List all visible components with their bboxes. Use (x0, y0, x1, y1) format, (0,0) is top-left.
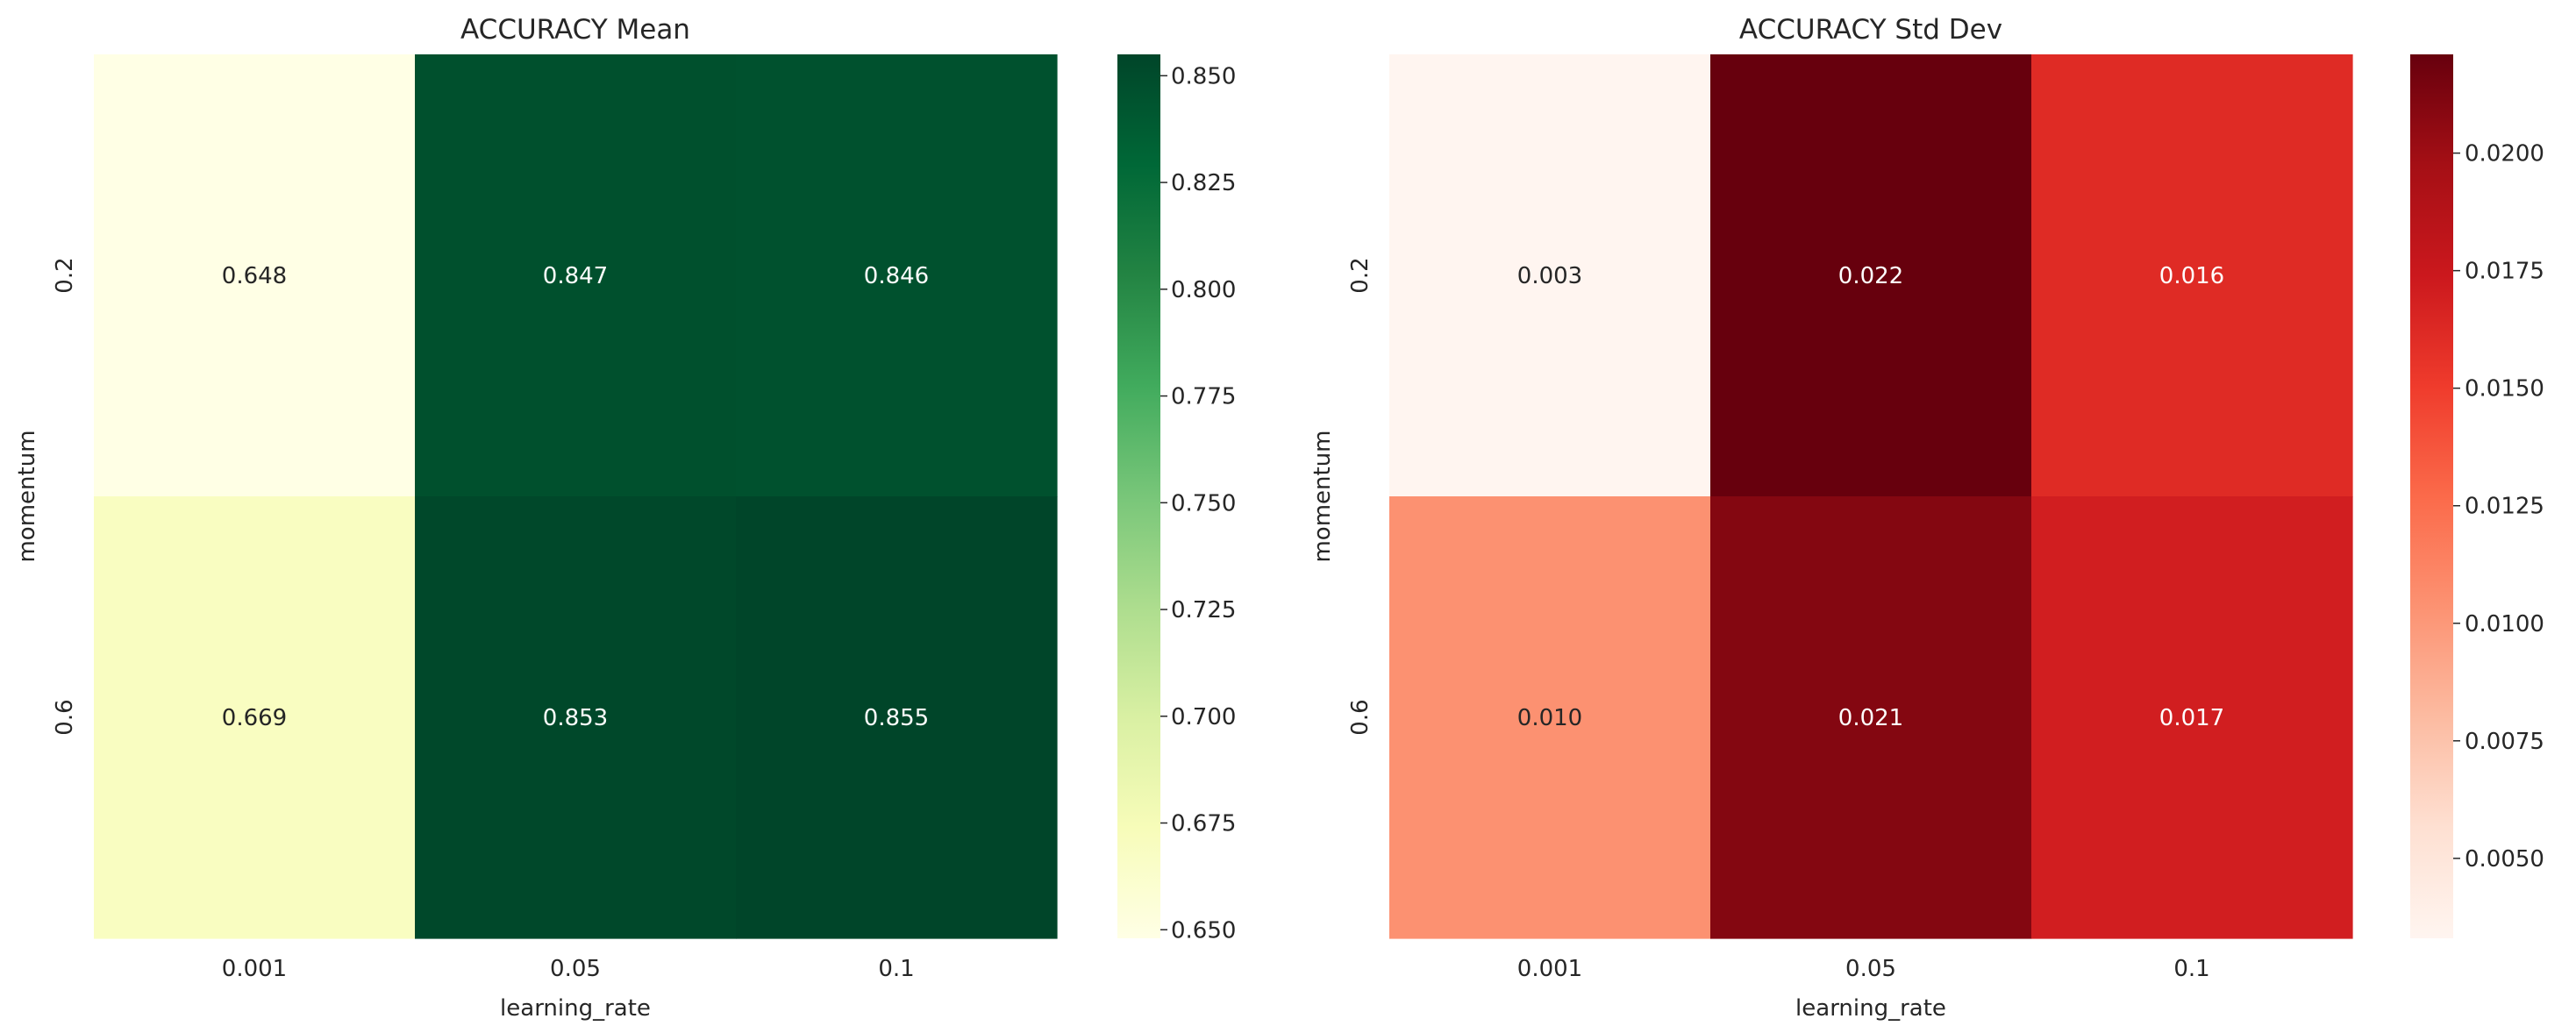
x-axis-label: learning_rate (1795, 995, 1946, 1022)
cell-value-label: 0.648 (222, 263, 287, 289)
cell-value-label: 0.010 (1517, 705, 1582, 731)
heatmap-cell (415, 496, 737, 939)
heatmap-cell (736, 54, 1058, 497)
colorbar-tick-label: 0.725 (1171, 597, 1236, 623)
heatmap-panel-2: ACCURACY Std Dev 0.003 0.022 0.016 0.010 0.02… (1309, 14, 2544, 1022)
colorbar-tick-label: 0.0175 (2465, 259, 2544, 285)
colorbar-tick-label: 0.825 (1171, 170, 1236, 196)
colorbar-tick-label: 0.0150 (2465, 376, 2544, 403)
x-axis-label: learning_rate (500, 995, 651, 1022)
colorbar-tick-label: 0.775 (1171, 384, 1236, 410)
heatmap-panel-1: ACCURACY Mean 0.648 0.847 0.846 0.669 0.853 0.… (14, 14, 1236, 1022)
heatmap-cell (415, 54, 737, 497)
colorbar-tick-label: 0.675 (1171, 811, 1236, 837)
x-tick-label: 0.05 (550, 956, 601, 982)
colorbar-tick-label: 0.650 (1171, 917, 1236, 944)
cell-value-label: 0.847 (543, 263, 608, 289)
colorbar (1117, 54, 1160, 938)
colorbar-tick-label: 0.0050 (2465, 846, 2544, 873)
x-tick-label: 0.001 (1517, 956, 1582, 982)
heatmap-cell (2031, 496, 2353, 939)
colorbar-tick-label: 0.800 (1171, 277, 1236, 303)
heatmap-cell (736, 496, 1058, 939)
colorbar (2410, 54, 2453, 938)
x-tick-label: 0.05 (1845, 956, 1896, 982)
x-tick-label: 0.1 (878, 956, 914, 982)
cell-value-label: 0.017 (2159, 705, 2224, 731)
cell-value-label: 0.003 (1517, 263, 1582, 289)
colorbar-tick-label: 0.0100 (2465, 611, 2544, 638)
y-tick-label: 0.6 (1347, 699, 1374, 735)
x-tick-label: 0.1 (2173, 956, 2209, 982)
colorbar-tick-label: 0.750 (1171, 490, 1236, 516)
heatmap-cell (94, 496, 416, 939)
cell-value-label: 0.669 (222, 705, 287, 731)
colorbar-tick-label: 0.850 (1171, 63, 1236, 89)
y-axis-label: momentum (1309, 430, 1336, 562)
heatmap-cell (94, 54, 416, 497)
heatmap-cell (1389, 496, 1711, 939)
y-tick-label: 0.2 (52, 257, 78, 293)
y-tick-label: 0.6 (52, 699, 78, 735)
y-tick-label: 0.2 (1347, 257, 1374, 293)
heatmap-cell (1710, 496, 2032, 939)
x-tick-label: 0.001 (222, 956, 287, 982)
cell-value-label: 0.853 (543, 705, 608, 731)
heatmap-cell (1710, 54, 2032, 497)
cell-value-label: 0.021 (1838, 705, 1903, 731)
cell-value-label: 0.022 (1838, 263, 1903, 289)
chart-title: ACCURACY Mean (460, 14, 690, 46)
y-axis-label: momentum (14, 430, 40, 562)
colorbar-tick-label: 0.0200 (2465, 141, 2544, 167)
colorbar-tick-label: 0.700 (1171, 704, 1236, 730)
colorbar-tick-label: 0.0075 (2465, 729, 2544, 755)
cell-value-label: 0.846 (864, 263, 929, 289)
colorbar-tick-label: 0.0125 (2465, 494, 2544, 520)
heatmap-cell (2031, 54, 2353, 497)
chart-title: ACCURACY Std Dev (1739, 14, 2002, 46)
heatmap-cell (1389, 54, 1711, 497)
cell-value-label: 0.016 (2159, 263, 2224, 289)
cell-value-label: 0.855 (864, 705, 929, 731)
